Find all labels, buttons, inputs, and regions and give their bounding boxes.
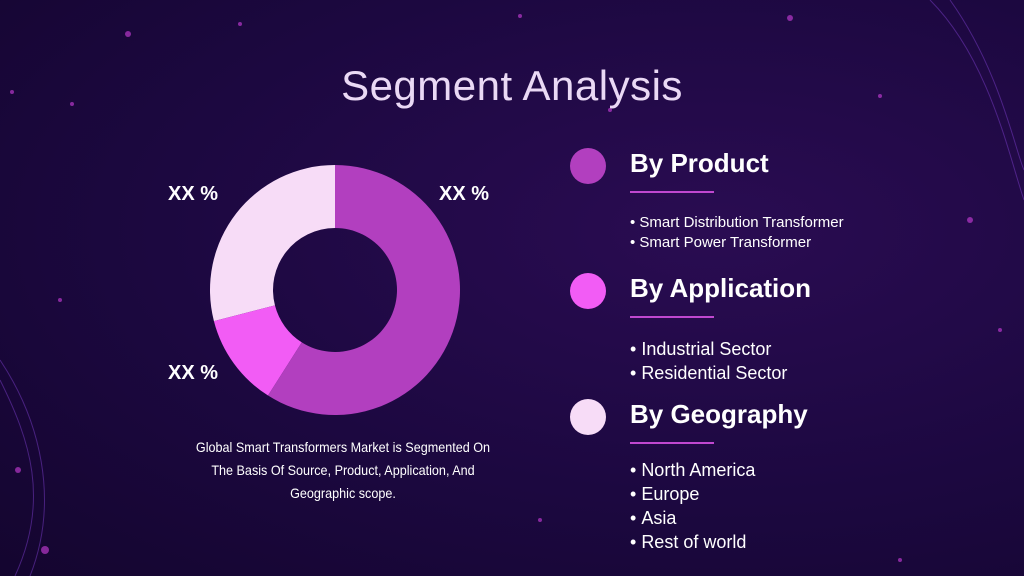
donut-segment (210, 165, 335, 322)
list-item: North America (630, 458, 755, 482)
data-label: XX % (168, 183, 218, 205)
section-icon (570, 399, 606, 435)
list-item: Smart Distribution Transformer (630, 213, 843, 233)
donut-segment (213, 305, 302, 396)
item-list: Industrial SectorResidential Sector (630, 337, 787, 385)
section-heading: By Product (630, 148, 769, 178)
list-item: Rest of world (630, 530, 755, 554)
heading-underline (630, 316, 714, 318)
donut-segment (268, 165, 460, 415)
caption: Global Smart Transformers Market is Segm… (195, 439, 491, 501)
heading-underline (630, 191, 714, 193)
data-label: XX % (168, 362, 218, 384)
section-icon (570, 148, 606, 184)
item-list: Smart Distribution TransformerSmart Powe… (630, 213, 844, 253)
list-item: Industrial Sector (630, 337, 787, 361)
section-heading: By Application (630, 273, 812, 303)
section-heading: By Geography (630, 399, 808, 429)
heading-underline (630, 442, 714, 444)
section-icon (570, 273, 606, 309)
data-label: XX % (439, 183, 489, 205)
item-list: North AmericaEuropeAsiaRest of world (630, 458, 755, 554)
list-item: Residential Sector (630, 361, 787, 385)
list-item: Asia (630, 506, 755, 530)
list-item: Europe (630, 482, 755, 506)
slide-title: Segment Analysis (341, 62, 683, 109)
list-item: Smart Power Transformer (630, 233, 844, 253)
